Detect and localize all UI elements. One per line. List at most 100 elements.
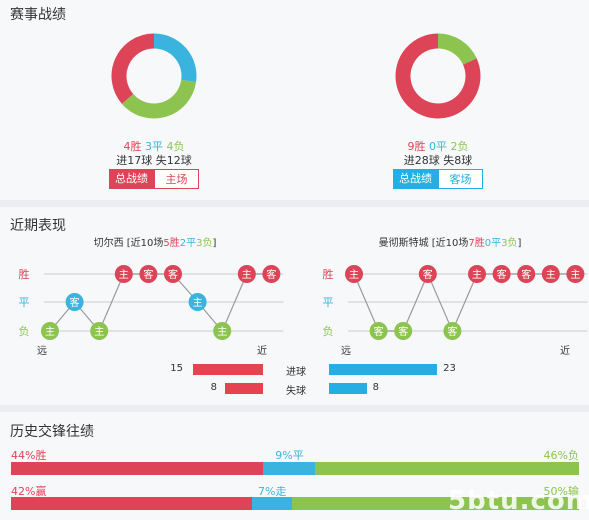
section-title-form: 近期表现 <box>10 218 66 234</box>
section-title-record: 赛事战绩 <box>10 7 66 23</box>
goals-label: 进球 <box>286 367 306 378</box>
form-y-label: 胜 <box>323 267 334 281</box>
right-loss-count: 2负 <box>450 140 469 153</box>
form-point <box>65 293 84 311</box>
form-point-label: 客 <box>447 325 457 338</box>
form-y-label: 胜 <box>19 267 30 281</box>
form-point-label: 主 <box>570 269 580 281</box>
left-loss-count: 4负 <box>166 140 185 153</box>
history-panel: 历史交锋往绩 44%胜 9%平 46%负 42%赢 7%走 50%输 5btu.… <box>0 412 589 520</box>
form-y-label: 负 <box>19 324 30 338</box>
form-point <box>41 322 59 340</box>
left-form-label: 切尔西 [近10场5胜2平3负] <box>40 234 270 249</box>
history-row1-draw-bar <box>263 462 316 475</box>
form-point <box>443 322 462 340</box>
left-record-donut <box>111 33 197 119</box>
form-point <box>345 265 363 283</box>
history-row2-left: 42%赢 <box>11 485 47 498</box>
form-point <box>418 265 437 283</box>
section-title-history: 历史交锋往绩 <box>10 424 94 440</box>
form-y-label: 负 <box>323 324 334 338</box>
form-point-label: 客 <box>70 296 80 309</box>
form-panel: 近期表现 切尔西 [近10场5胜2平3负] 曼彻斯特城 [近10场7胜0平3负]… <box>0 207 589 405</box>
left-goals-bar <box>192 364 263 375</box>
right-record-goals: 进28球 失8球 <box>388 152 488 168</box>
left-form-label-suffix: ] <box>212 238 217 249</box>
form-point <box>369 322 388 340</box>
left-conceded-value: 8 <box>210 382 217 393</box>
left-form-label-win: 5胜 <box>163 238 180 249</box>
history-row2-right: 50%输 <box>543 485 579 498</box>
right-goals-scored: 进28球 <box>403 154 440 167</box>
form-point-label: 主 <box>546 269 556 281</box>
watermark: 5btu.com <box>448 486 589 516</box>
form-point <box>90 322 109 340</box>
right-form-label-win: 7胜 <box>468 238 485 249</box>
form-point-label: 客 <box>398 325 408 338</box>
right-goals-value: 23 <box>443 363 456 374</box>
form-point <box>541 265 560 283</box>
left-form-label-prefix: 切尔西 [近10场 <box>93 238 164 249</box>
form-point <box>468 265 486 283</box>
right-record-donut <box>395 33 481 119</box>
form-charts: 胜平负 主客主主客客主主主 客远近 胜平负主客 客客客主客客主主远近 <box>19 265 588 357</box>
history-row1-left: 44%胜 <box>11 449 47 462</box>
right-goals-bar <box>329 364 438 375</box>
history-row1-win-bar <box>11 462 264 475</box>
right-tab-total[interactable]: 总战绩 <box>393 169 438 189</box>
right-form-label-draw: 0平 <box>484 238 502 249</box>
form-point-label: 主 <box>472 269 482 281</box>
donut-slice-loss <box>121 79 197 119</box>
history-row2-mid: 7%走 <box>258 485 287 498</box>
form-point <box>517 265 536 283</box>
form-x-near: 近 <box>560 344 570 357</box>
form-point-label: 主 <box>349 269 359 281</box>
form-line <box>353 272 576 333</box>
left-conceded-bar <box>225 383 263 394</box>
left-record-wdl: 4胜 3平 4负 <box>104 138 204 154</box>
donut-slice-loss <box>437 33 477 65</box>
donut-slice-win <box>395 33 481 119</box>
left-win-count: 4胜 <box>123 140 142 153</box>
right-form-label-suffix: ] <box>517 238 522 249</box>
left-goals-scored: 进17球 <box>116 154 153 167</box>
right-win-count: 9胜 <box>407 140 426 153</box>
form-point-label: 主 <box>119 269 129 281</box>
history-row2-loss-bar <box>292 497 579 510</box>
form-point <box>213 322 232 340</box>
form-y-label: 平 <box>323 296 334 309</box>
form-point-label: 主 <box>217 326 227 338</box>
history-row1-mid: 9%平 <box>275 449 304 462</box>
form-point <box>237 265 256 283</box>
left-draw-count: 3平 <box>145 140 163 153</box>
form-point <box>139 265 158 283</box>
history-row2-win-bar <box>11 497 252 510</box>
form-point-label: 客 <box>143 268 153 281</box>
left-tab-total[interactable]: 总战绩 <box>109 169 154 189</box>
form-point-label: 主 <box>242 269 252 281</box>
right-conceded-value: 8 <box>372 382 379 393</box>
form-point <box>394 322 413 340</box>
history-row2-draw-bar <box>251 497 293 510</box>
form-point-label: 客 <box>497 268 507 281</box>
form-line <box>49 273 272 333</box>
form-point <box>164 265 182 283</box>
right-draw-count: 0平 <box>429 140 447 153</box>
conceded-label: 失球 <box>286 386 306 397</box>
donut-slice-win <box>111 33 155 104</box>
form-point-label: 客 <box>374 325 384 338</box>
form-x-far: 远 <box>37 345 47 357</box>
form-x-near: 近 <box>257 344 267 357</box>
donut-slice-draw <box>153 33 197 83</box>
form-point-label: 主 <box>193 297 203 309</box>
history-row1-right: 46%负 <box>543 449 579 462</box>
form-point-label: 客 <box>423 268 433 281</box>
form-point-label: 客 <box>521 268 531 281</box>
left-form-label-draw: 2平 <box>179 238 197 249</box>
form-point-label: 主 <box>94 326 104 338</box>
left-tab-home[interactable]: 主场 <box>154 169 199 189</box>
form-point <box>492 265 511 283</box>
right-tab-away[interactable]: 客场 <box>438 169 483 189</box>
form-point <box>262 265 281 283</box>
right-conceded-bar <box>329 383 367 394</box>
